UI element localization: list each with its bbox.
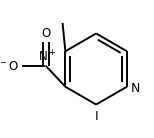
Text: O: O [42, 27, 51, 40]
Text: N: N [130, 82, 140, 95]
Text: N$^+$: N$^+$ [38, 50, 56, 65]
Text: I: I [94, 110, 98, 123]
Text: $^-$O: $^-$O [0, 60, 19, 73]
